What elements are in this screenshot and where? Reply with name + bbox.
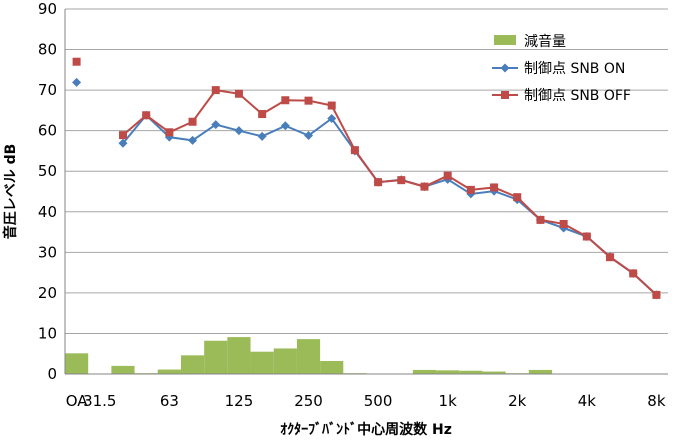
data-point [258, 110, 267, 119]
y-tick-label: 70 [38, 81, 57, 99]
data-point [559, 219, 568, 228]
line-series-1 [72, 77, 661, 300]
bar [227, 337, 251, 374]
y-tick-label: 30 [38, 243, 57, 261]
bar [412, 369, 437, 374]
y-tick-labels: 0 10 20 30 40 50 60 70 80 90 [38, 0, 57, 383]
x-tick-label: 250 [294, 392, 323, 410]
data-point [536, 215, 545, 224]
data-point [490, 183, 499, 192]
bar [436, 370, 460, 374]
data-point [118, 131, 127, 140]
legend-label: 減音量 [524, 33, 566, 50]
x-tick-label: 2k [508, 392, 527, 410]
bar [250, 351, 274, 374]
bar [482, 371, 506, 374]
legend-swatch [494, 35, 516, 45]
x-tick-label: 1k [439, 392, 458, 410]
data-point [281, 96, 290, 105]
data-point [582, 232, 591, 241]
data-point [257, 131, 267, 141]
legend-item: 減音量 [494, 33, 566, 50]
data-point [327, 114, 337, 123]
y-tick-label: 60 [38, 122, 57, 140]
data-point [72, 57, 81, 66]
line-series-2 [72, 57, 661, 299]
data-point [350, 146, 359, 155]
bar [111, 365, 135, 374]
y-tick-label: 40 [38, 203, 57, 221]
y-tick-label: 20 [38, 284, 57, 302]
series-line [122, 89, 658, 296]
bar [528, 369, 553, 374]
data-point [420, 182, 429, 191]
y-tick-label: 10 [38, 324, 57, 342]
bar [65, 353, 89, 374]
bar [296, 339, 321, 374]
y-axis-title: 音圧レベル dB [2, 144, 19, 240]
data-point [629, 269, 638, 278]
data-point [280, 121, 290, 131]
legend-label: 制御点 SNB OFF [524, 88, 631, 104]
data-point [188, 117, 197, 126]
y-tick-label: 90 [38, 0, 57, 18]
data-point [234, 126, 244, 136]
bar [320, 361, 344, 374]
data-point [118, 138, 128, 148]
data-point [142, 111, 151, 120]
data-point [211, 86, 220, 95]
data-point [165, 128, 174, 137]
x-tick-label: 4k [578, 392, 597, 410]
legend-label: 制御点 SNB ON [524, 61, 625, 77]
bar [459, 370, 483, 374]
data-point [72, 77, 82, 87]
x-tick-label: 63 [160, 392, 179, 410]
x-tick-label: 8k [647, 392, 666, 410]
bar [180, 355, 205, 374]
data-point [466, 185, 475, 194]
y-tick-label: 0 [47, 365, 57, 383]
line-series [72, 57, 661, 300]
legend-item: 制御点 SNB ON [492, 61, 625, 77]
bar [204, 340, 228, 374]
axes [64, 9, 668, 375]
data-point [304, 131, 314, 141]
x-tick-label: OA [66, 392, 89, 410]
data-point [234, 89, 243, 98]
data-point [211, 120, 221, 130]
bar [157, 369, 181, 374]
data-point [188, 135, 198, 145]
data-point [652, 290, 661, 299]
bar [273, 348, 297, 374]
y-tick-label: 80 [38, 41, 57, 59]
legend-item: 制御点 SNB OFF [492, 88, 631, 104]
legend-marker [500, 63, 510, 73]
y-tick-label: 50 [38, 162, 57, 180]
data-point [304, 96, 313, 105]
x-tick-label: 500 [364, 392, 393, 410]
legend-marker [501, 91, 509, 99]
data-point [374, 178, 383, 187]
data-point [397, 176, 406, 185]
x-tick-label: 31.5 [83, 392, 116, 410]
data-point [513, 193, 522, 202]
data-point [606, 253, 615, 262]
bar-series [65, 337, 576, 374]
x-axis-title: ｵｸﾀｰﾌﾞﾊﾞﾝﾄﾞ中心周波数 Hz [280, 421, 452, 438]
x-tick-label: 125 [225, 392, 254, 410]
series-line [122, 113, 658, 296]
data-point [327, 101, 336, 110]
data-point [443, 171, 452, 180]
